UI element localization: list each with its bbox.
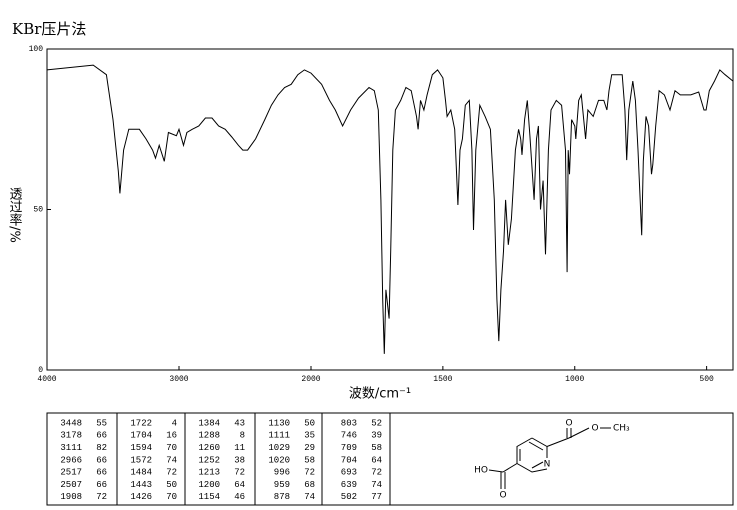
peak-wavenumber: 959 bbox=[274, 480, 290, 490]
peak-transmittance: 52 bbox=[371, 418, 382, 428]
peak-wavenumber: 1020 bbox=[268, 455, 290, 465]
x-tick-label: 500 bbox=[699, 375, 714, 384]
peak-transmittance: 70 bbox=[166, 443, 177, 453]
peak-wavenumber: 878 bbox=[274, 492, 290, 502]
peak-transmittance: 46 bbox=[234, 492, 245, 502]
peak-wavenumber: 2517 bbox=[60, 468, 82, 478]
peak-wavenumber: 1111 bbox=[268, 431, 290, 441]
peak-wavenumber: 1426 bbox=[130, 492, 152, 502]
peak-transmittance: 50 bbox=[166, 480, 177, 490]
peak-transmittance: 74 bbox=[371, 480, 382, 490]
spectrum-line bbox=[46, 64, 734, 354]
peak-transmittance: 66 bbox=[96, 468, 107, 478]
peak-wavenumber: 1029 bbox=[268, 443, 290, 453]
chart-title: KBr压片法 bbox=[12, 20, 86, 38]
peak-wavenumber: 803 bbox=[341, 418, 357, 428]
peak-transmittance: 16 bbox=[166, 431, 177, 441]
peak-wavenumber: 1288 bbox=[198, 431, 220, 441]
peak-transmittance: 39 bbox=[371, 431, 382, 441]
peak-transmittance: 35 bbox=[304, 431, 315, 441]
y-tick-label: 50 bbox=[33, 206, 43, 215]
peak-transmittance: 64 bbox=[371, 455, 382, 465]
peak-wavenumber: 2507 bbox=[60, 480, 82, 490]
peak-wavenumber: 1154 bbox=[198, 492, 220, 502]
x-axis-label: 波数/cm⁻¹ bbox=[349, 387, 411, 402]
peak-wavenumber: 1594 bbox=[130, 443, 152, 453]
x-tick-label: 3000 bbox=[169, 375, 188, 384]
peak-wavenumber: 1200 bbox=[198, 480, 220, 490]
peak-transmittance: 82 bbox=[96, 443, 107, 453]
atom-label: CH₃ bbox=[613, 424, 630, 434]
peak-wavenumber: 1384 bbox=[198, 418, 220, 428]
x-tick-label: 1500 bbox=[433, 375, 452, 384]
table-dividers bbox=[116, 413, 391, 505]
atom-label: O bbox=[499, 491, 506, 501]
peak-wavenumber: 1722 bbox=[130, 418, 152, 428]
peak-transmittance: 77 bbox=[371, 492, 382, 502]
peak-wavenumber: 3111 bbox=[60, 443, 82, 453]
peak-wavenumber: 3178 bbox=[60, 431, 82, 441]
peak-transmittance: 66 bbox=[96, 431, 107, 441]
peak-wavenumber: 3448 bbox=[60, 418, 82, 428]
peak-wavenumber: 693 bbox=[341, 468, 357, 478]
peak-wavenumber: 1484 bbox=[130, 468, 152, 478]
peak-transmittance: 72 bbox=[234, 468, 245, 478]
peak-transmittance: 72 bbox=[96, 492, 107, 502]
peak-wavenumber: 1908 bbox=[60, 492, 82, 502]
peak-transmittance: 64 bbox=[234, 480, 245, 490]
peak-wavenumber: 1572 bbox=[130, 455, 152, 465]
peak-wavenumber: 704 bbox=[341, 455, 357, 465]
peak-transmittance: 58 bbox=[371, 443, 382, 453]
peak-transmittance: 66 bbox=[96, 455, 107, 465]
peak-wavenumber: 709 bbox=[341, 443, 357, 453]
y-axis-label: 透过率/% bbox=[7, 187, 23, 243]
peak-transmittance: 72 bbox=[371, 468, 382, 478]
peak-transmittance: 70 bbox=[166, 492, 177, 502]
atom-label: O bbox=[565, 419, 572, 429]
atom-label: HO bbox=[474, 466, 488, 476]
peak-wavenumber: 1130 bbox=[268, 418, 290, 428]
peak-wavenumber: 746 bbox=[341, 431, 357, 441]
peak-transmittance: 72 bbox=[304, 468, 315, 478]
peak-wavenumber: 1443 bbox=[130, 480, 152, 490]
peak-transmittance: 43 bbox=[234, 418, 245, 428]
x-tick-label: 1000 bbox=[565, 375, 584, 384]
peak-transmittance: 50 bbox=[304, 418, 315, 428]
peak-transmittance: 55 bbox=[96, 418, 107, 428]
peak-transmittance: 72 bbox=[166, 468, 177, 478]
x-tick-label: 4000 bbox=[37, 375, 56, 384]
peak-wavenumber: 1213 bbox=[198, 468, 220, 478]
x-tick-label: 2000 bbox=[301, 375, 320, 384]
peak-wavenumber: 2966 bbox=[60, 455, 82, 465]
peak-transmittance: 29 bbox=[304, 443, 315, 453]
structure-bonds bbox=[488, 427, 611, 489]
peak-transmittance: 38 bbox=[234, 455, 245, 465]
peak-transmittance: 58 bbox=[304, 455, 315, 465]
atom-label: N bbox=[544, 460, 551, 470]
y-tick-label: 100 bbox=[29, 45, 44, 54]
atom-label: O bbox=[591, 424, 598, 434]
peak-wavenumber: 996 bbox=[274, 468, 290, 478]
y-tick-label: 0 bbox=[38, 366, 43, 375]
peak-transmittance: 74 bbox=[166, 455, 177, 465]
peak-wavenumber: 1252 bbox=[198, 455, 220, 465]
peak-wavenumber: 1260 bbox=[198, 443, 220, 453]
peak-transmittance: 4 bbox=[172, 418, 177, 428]
peak-wavenumber: 639 bbox=[341, 480, 357, 490]
peak-transmittance: 8 bbox=[240, 431, 245, 441]
peak-transmittance: 11 bbox=[234, 443, 245, 453]
peak-transmittance: 68 bbox=[304, 480, 315, 490]
peak-transmittance: 66 bbox=[96, 480, 107, 490]
peak-transmittance: 74 bbox=[304, 492, 315, 502]
peak-wavenumber: 1704 bbox=[130, 431, 152, 441]
peak-wavenumber: 502 bbox=[341, 492, 357, 502]
